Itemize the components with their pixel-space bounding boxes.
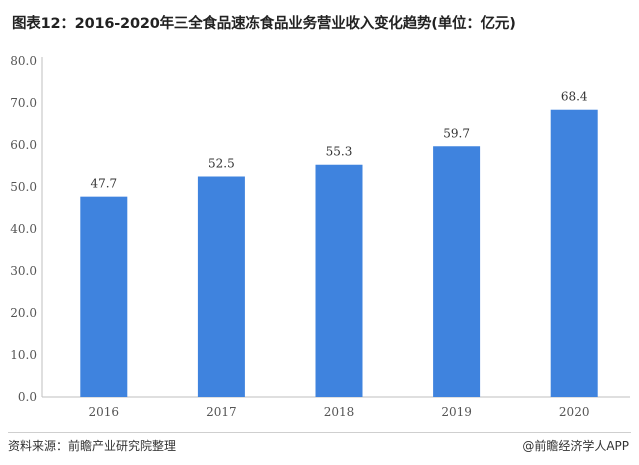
y-tick-label: 10.0 xyxy=(10,348,37,362)
y-tick-label: 70.0 xyxy=(10,96,37,110)
x-tick-label: 2020 xyxy=(559,405,590,419)
axes: 0.0 10.0 20.0 30.0 40.0 50.0 60.0 70.0 80.0 2016 2… xyxy=(10,54,630,419)
y-tick-label: 50.0 xyxy=(10,180,37,194)
x-tick-label: 2018 xyxy=(324,405,355,419)
x-tick-label: 2019 xyxy=(441,405,472,419)
bar-2018 xyxy=(315,164,363,397)
data-label: 68.4 xyxy=(561,90,588,104)
y-tick-label: 40.0 xyxy=(10,222,37,236)
chart-title: 图表12：2016-2020年三全食品速冻食品业务营业收入变化趋势(单位：亿元) xyxy=(12,16,516,32)
x-tick-label: 2016 xyxy=(89,405,120,419)
data-label: 55.3 xyxy=(326,145,353,159)
y-tick-label: 20.0 xyxy=(10,306,37,320)
data-label: 59.7 xyxy=(443,126,470,140)
brand-credit: @前瞻经济学人APP xyxy=(522,439,629,453)
bar-2019 xyxy=(433,146,481,397)
data-label: 47.7 xyxy=(90,177,117,191)
bar-series xyxy=(80,109,598,397)
source-note: 资料来源：前瞻产业研究院整理 xyxy=(8,439,177,453)
bar-2017 xyxy=(197,176,245,397)
bar-2016 xyxy=(80,196,128,397)
bar-chart: 0.0 10.0 20.0 30.0 40.0 50.0 60.0 70.0 80.0 2016 2… xyxy=(10,54,630,419)
footer-divider xyxy=(8,432,631,433)
x-tick-label: 2017 xyxy=(206,405,237,419)
bar-2020 xyxy=(550,109,598,397)
y-tick-label: 0.0 xyxy=(18,390,37,404)
y-tick-label: 30.0 xyxy=(10,264,37,278)
y-tick-label: 60.0 xyxy=(10,138,37,152)
y-tick-label: 80.0 xyxy=(10,54,37,68)
data-labels: 47.7 52.5 55.3 59.7 68.4 xyxy=(90,90,587,191)
data-label: 52.5 xyxy=(208,157,235,171)
